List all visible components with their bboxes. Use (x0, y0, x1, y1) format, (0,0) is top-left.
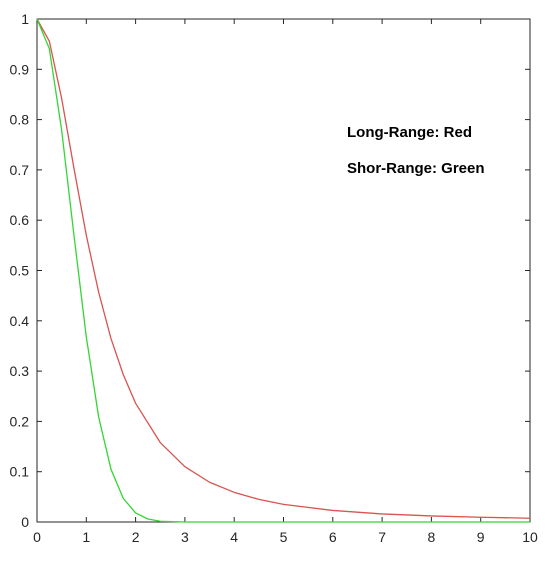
x-tick-label: 7 (378, 529, 386, 545)
series-long-range-line (36, 18, 531, 519)
x-tick-label: 3 (181, 529, 189, 545)
annotation-long-range: Long-Range: Red (347, 124, 472, 141)
y-tick-label: 0.8 (10, 112, 30, 128)
x-axis: 0 1 2 3 4 5 6 7 8 9 10 (33, 19, 538, 545)
y-tick-label: 1 (21, 11, 29, 27)
y-tick-label: 0.7 (10, 162, 30, 178)
annotation-short-range: Shor-Range: Green (347, 160, 485, 177)
y-tick-label: 0 (21, 514, 29, 530)
y-tick-label: 0.3 (10, 363, 30, 379)
x-tick-label: 10 (522, 529, 538, 545)
y-axis: 0 0.1 0.2 0.3 0.4 0.5 0.6 0.7 0.8 0.9 1 (10, 11, 530, 530)
y-tick-label: 0.6 (10, 212, 30, 228)
x-tick-label: 4 (230, 529, 238, 545)
series-layer (36, 18, 531, 523)
y-tick-label: 0.1 (10, 464, 30, 480)
y-tick-label: 0.9 (10, 61, 30, 77)
x-tick-label: 1 (82, 529, 90, 545)
x-tick-label: 8 (428, 529, 436, 545)
y-tick-label: 0.5 (10, 263, 30, 279)
y-tick-label: 0.2 (10, 413, 30, 429)
x-tick-label: 9 (477, 529, 485, 545)
series-short-range-line (36, 18, 530, 523)
plot-area (36, 18, 531, 523)
x-tick-label: 5 (280, 529, 288, 545)
x-tick-label: 6 (329, 529, 337, 545)
y-tick-label: 0.4 (10, 313, 30, 329)
x-tick-label: 2 (132, 529, 140, 545)
x-tick-label: 0 (33, 529, 41, 545)
